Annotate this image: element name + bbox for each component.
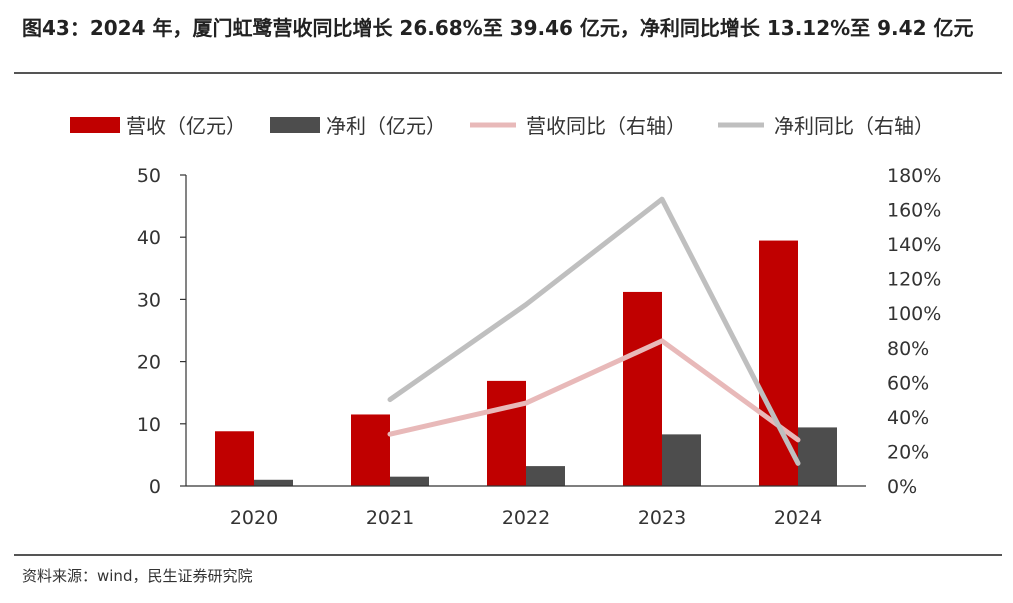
x-axis-tick-label: 2020	[230, 507, 278, 529]
right-axis-tick-label: 20%	[887, 441, 929, 463]
title-divider	[14, 72, 1002, 74]
net-profit-bar	[798, 427, 837, 486]
revenue-bar	[487, 380, 526, 486]
page-title: 图43：2024 年，厦门虹鹭营收同比增长 26.68%至 39.46 亿元，净…	[22, 16, 974, 40]
right-axis-tick-label: 160%	[887, 200, 941, 222]
net-profit-yoy-line	[387, 196, 801, 466]
revenue-bar	[759, 240, 798, 486]
footer-divider	[14, 554, 1002, 556]
source-note: 资料来源：wind，民生证券研究院	[22, 567, 253, 585]
legend-label: 营收同比（右轴）	[526, 114, 686, 138]
left-axis-tick-label: 40	[137, 227, 161, 249]
net-profit-bar	[390, 476, 429, 486]
right-axis-tick-label: 180%	[887, 165, 941, 187]
revenue-yoy-line	[387, 338, 801, 443]
revenue-bar	[623, 291, 662, 486]
left-axis-tick-label: 30	[137, 289, 161, 311]
revenue-bar	[351, 414, 390, 486]
x-axis-tick-label: 2023	[638, 507, 686, 529]
x-axis-tick-label: 2024	[774, 507, 822, 529]
legend-swatch	[270, 117, 320, 133]
right-axis-tick-label: 80%	[887, 338, 929, 360]
legend-label: 营收（亿元）	[126, 114, 246, 138]
left-axis-tick-label: 20	[137, 352, 161, 374]
legend-label: 净利（亿元）	[326, 114, 446, 138]
x-axis-tick-label: 2022	[502, 507, 550, 529]
net-profit-bar	[662, 434, 701, 486]
net-profit-bar	[526, 466, 565, 486]
legend-label: 净利同比（右轴）	[774, 114, 934, 138]
right-axis-tick-label: 120%	[887, 269, 941, 291]
right-axis-tick-label: 60%	[887, 372, 929, 394]
right-axis-tick-label: 0%	[887, 476, 917, 498]
right-axis-tick-label: 140%	[887, 234, 941, 256]
right-axis-tick-label: 40%	[887, 407, 929, 429]
net-profit-bar	[254, 479, 293, 486]
legend-swatch	[70, 117, 120, 133]
revenue-bar	[215, 431, 254, 486]
x-axis-tick-label: 2021	[366, 507, 414, 529]
left-axis-tick-label: 0	[149, 476, 161, 498]
right-axis-tick-label: 100%	[887, 303, 941, 325]
left-axis-tick-label: 50	[137, 165, 161, 187]
left-axis-tick-label: 10	[137, 414, 161, 436]
